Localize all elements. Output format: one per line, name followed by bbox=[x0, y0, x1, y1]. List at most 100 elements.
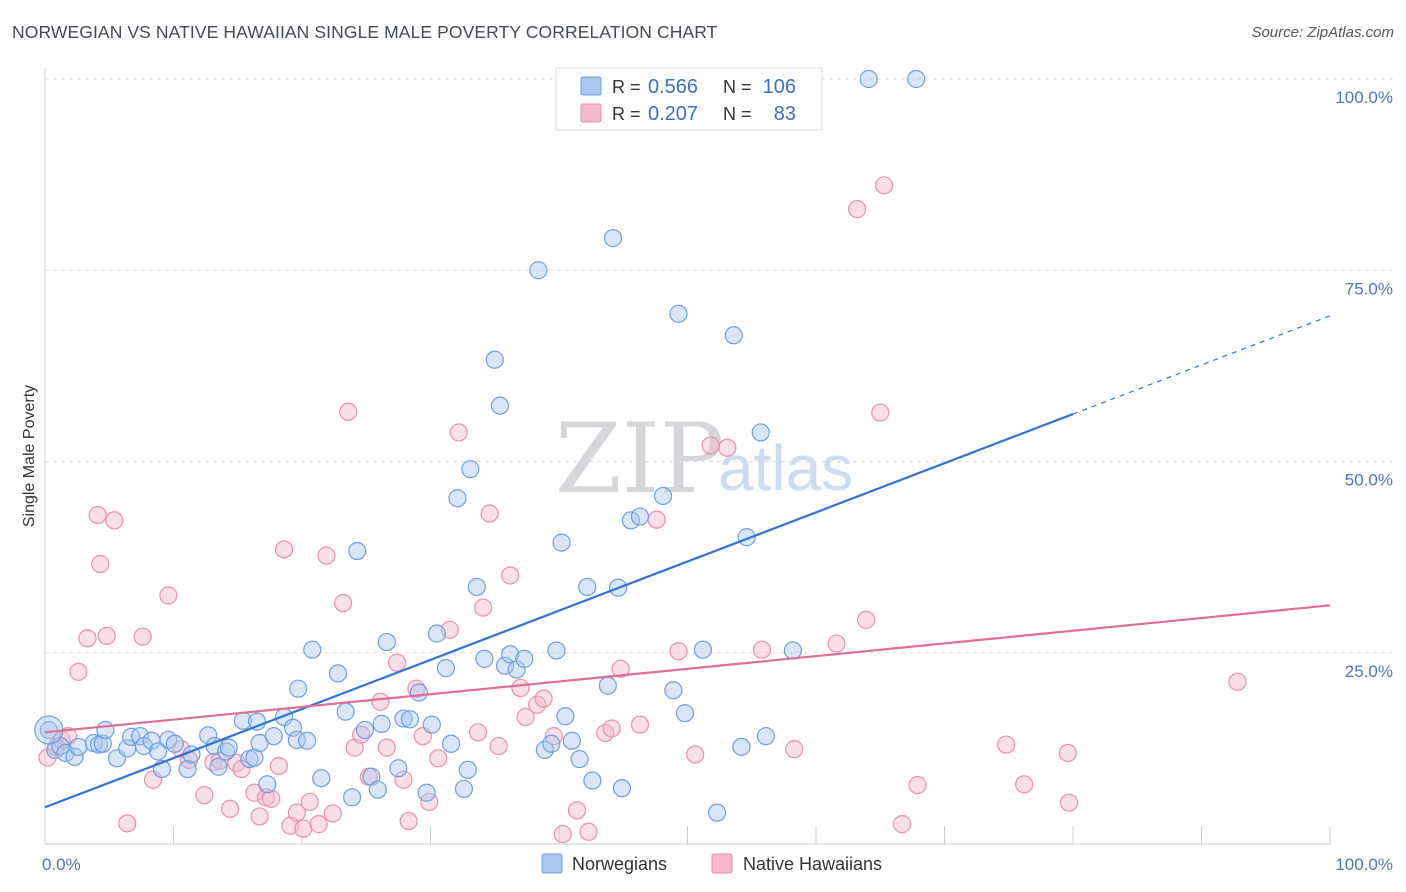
series-legend-native-hawaiians: Native Hawaiians bbox=[743, 854, 882, 874]
native-hawaiians-point bbox=[118, 814, 137, 833]
norwegians-point bbox=[287, 730, 306, 750]
native-hawaiians-point bbox=[334, 593, 353, 613]
native-hawaiians-point bbox=[1015, 775, 1034, 794]
native-hawaiians-point bbox=[323, 804, 342, 823]
native-hawaiians-point bbox=[827, 634, 846, 653]
norwegians-point bbox=[724, 326, 743, 345]
norwegians-point bbox=[732, 737, 751, 756]
series-legend-norwegians: Norwegians bbox=[572, 854, 667, 874]
native-hawaiians-point bbox=[69, 662, 88, 681]
norwegians-point bbox=[264, 727, 283, 746]
legend-r-value-pink: 0.207 bbox=[648, 103, 698, 125]
native-hawaiians-point bbox=[97, 626, 116, 646]
norwegians-point bbox=[96, 720, 115, 740]
y-tick-label: 100.0% bbox=[1335, 88, 1393, 107]
norwegians-point bbox=[603, 229, 623, 248]
norwegians-point bbox=[389, 759, 408, 778]
norwegians-trendline-extension bbox=[1072, 315, 1331, 415]
norwegians-point bbox=[298, 731, 317, 750]
watermark: ZIP atlas bbox=[555, 403, 853, 515]
native-hawaiians-point bbox=[489, 736, 508, 756]
native-hawaiians-point bbox=[553, 824, 572, 844]
norwegians-point bbox=[621, 511, 641, 530]
native-hawaiians-point bbox=[232, 759, 251, 779]
norwegians-point bbox=[490, 396, 509, 415]
series-legend-swatch-native-hawaiians bbox=[711, 853, 733, 874]
native-hawaiians-point bbox=[602, 719, 621, 738]
axes bbox=[44, 68, 1331, 845]
native-hawaiians-point bbox=[274, 540, 294, 559]
norwegians-point bbox=[859, 69, 878, 89]
legend-swatch-blue bbox=[580, 76, 602, 96]
y-tick-label: 75.0% bbox=[1345, 279, 1393, 298]
norwegians-point bbox=[598, 676, 617, 695]
trendlines bbox=[44, 315, 1331, 809]
native-hawaiians-point bbox=[785, 740, 804, 759]
norwegians-point bbox=[400, 710, 420, 729]
norwegians-trendline bbox=[44, 413, 1074, 809]
x-tick-label: 0.0% bbox=[42, 855, 81, 874]
native-hawaiians-point bbox=[317, 546, 336, 565]
legend-r-value-blue: 0.566 bbox=[648, 76, 698, 98]
watermark-atlas: atlas bbox=[718, 432, 853, 504]
norwegians-point bbox=[368, 780, 387, 799]
norwegians-point bbox=[219, 738, 238, 757]
legend-n-label-blue: N = bbox=[723, 77, 752, 97]
native-hawaiians-point bbox=[300, 792, 319, 812]
legend-n-value-pink: 83 bbox=[774, 103, 796, 125]
norwegians-point bbox=[247, 712, 267, 731]
norwegians-point bbox=[583, 771, 602, 790]
chart-source: Source: ZipAtlas.com bbox=[1251, 24, 1394, 41]
grid bbox=[45, 78, 1395, 654]
norwegians-point bbox=[675, 704, 695, 723]
norwegians-points bbox=[34, 69, 926, 822]
norwegians-point bbox=[448, 489, 467, 508]
native-hawaiians-point bbox=[394, 770, 413, 789]
native-hawaiians-point bbox=[294, 819, 313, 838]
native-hawaiians-point bbox=[857, 610, 876, 629]
norwegians-point bbox=[458, 760, 477, 779]
native-hawaiians-point bbox=[701, 436, 720, 455]
norwegians-point bbox=[907, 69, 926, 89]
norwegians-point bbox=[312, 769, 331, 788]
norwegians-point bbox=[372, 714, 391, 733]
norwegians-point bbox=[547, 641, 566, 660]
norwegians-point bbox=[441, 734, 461, 753]
native-hawaiians-point bbox=[449, 423, 468, 442]
native-hawaiians-point bbox=[429, 749, 448, 768]
native-hawaiians-point bbox=[480, 504, 499, 523]
norwegians-point bbox=[328, 664, 348, 683]
native-hawaiians-point bbox=[567, 801, 587, 820]
y-tick-labels: 25.0% 50.0% 75.0% 100.0% bbox=[1335, 88, 1393, 681]
norwegians-point bbox=[427, 624, 447, 643]
native-hawaiians-point bbox=[516, 707, 535, 727]
norwegians-point bbox=[669, 304, 688, 323]
native-hawaiians-point bbox=[718, 438, 737, 457]
native-hawaiians-point bbox=[669, 642, 688, 661]
norwegians-point bbox=[556, 707, 575, 726]
native-hawaiians-point bbox=[1058, 743, 1077, 763]
norwegians-point bbox=[578, 577, 597, 597]
native-hawaiians-point bbox=[339, 402, 358, 421]
norwegians-point bbox=[475, 649, 494, 668]
norwegians-point bbox=[501, 645, 520, 664]
norwegians-point bbox=[65, 747, 84, 766]
norwegians-point bbox=[495, 656, 515, 675]
native-hawaiians-point bbox=[88, 505, 107, 525]
norwegians-point bbox=[461, 460, 480, 479]
norwegians-point bbox=[258, 775, 277, 794]
native-hawaiians-point bbox=[159, 586, 178, 605]
native-hawaiians-point bbox=[468, 723, 488, 742]
native-hawaiians-point bbox=[534, 689, 553, 708]
norwegians-point bbox=[485, 350, 504, 369]
norwegians-point bbox=[130, 727, 150, 746]
norwegians-point bbox=[783, 641, 802, 660]
native-hawaiians-point bbox=[309, 815, 328, 834]
native-hawaiians-point bbox=[371, 692, 390, 711]
norwegians-point bbox=[422, 715, 441, 734]
native-hawaiians-point bbox=[399, 811, 418, 831]
native-hawaiians-point bbox=[611, 659, 630, 678]
norwegians-point bbox=[69, 737, 88, 756]
native-hawaiians-point bbox=[630, 715, 650, 734]
